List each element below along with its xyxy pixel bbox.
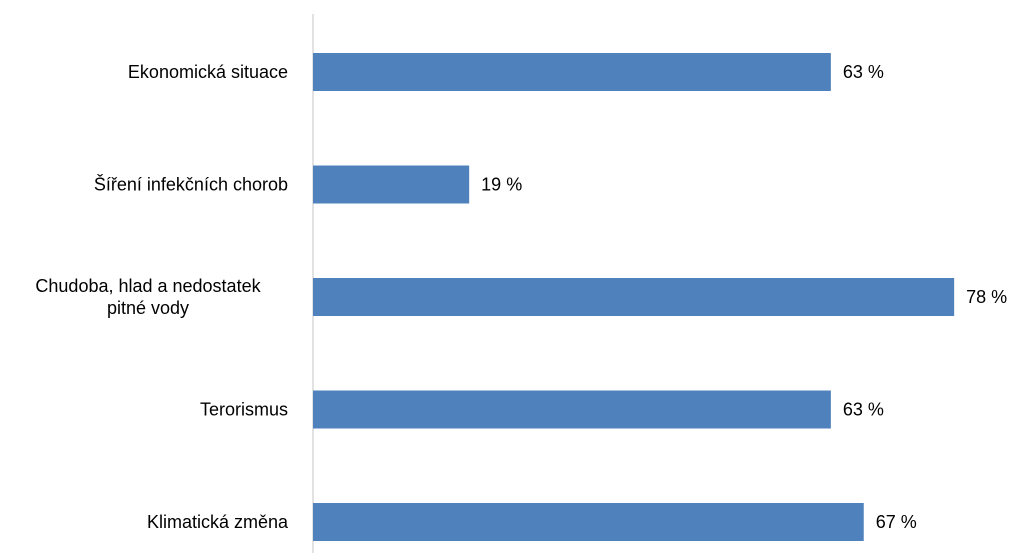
value-label-3: 63 % — [843, 400, 884, 420]
category-label-4: Klimatická změna — [147, 512, 289, 532]
bar-0 — [313, 53, 831, 91]
category-label-0: Ekonomická situace — [128, 62, 288, 82]
category-labels-group: Ekonomická situace Šíření infekčních chor… — [35, 62, 289, 532]
bars-group — [313, 53, 955, 541]
value-label-1: 19 % — [481, 175, 522, 195]
value-label-0: 63 % — [843, 62, 884, 82]
bar-2 — [313, 278, 955, 316]
category-label-2-line-1: pitné vody — [107, 298, 189, 318]
category-label-1: Šíření infekčních chorob — [94, 174, 288, 195]
bar-4 — [313, 503, 864, 541]
bar-3 — [313, 390, 831, 429]
value-label-2: 78 % — [966, 287, 1007, 307]
value-label-4: 67 % — [876, 512, 917, 532]
bar-1 — [313, 165, 470, 204]
category-label-2-line-0: Chudoba, hlad a nedostatek — [35, 276, 261, 296]
category-label-3: Terorismus — [200, 400, 288, 420]
value-labels-group: 63 % 19 % 78 % 63 % 67 % — [481, 62, 1007, 532]
